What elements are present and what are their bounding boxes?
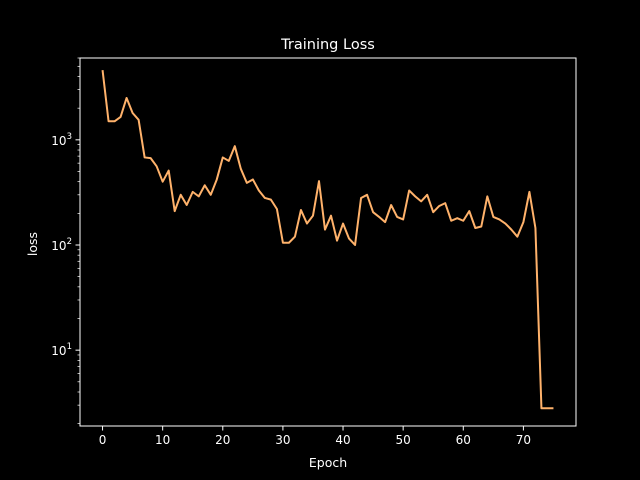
series-layer: [101, 70, 554, 410]
x-tick-label: 40: [335, 433, 350, 447]
y-axis: 101 102 103: [51, 57, 80, 425]
x-tick-label: 50: [396, 433, 411, 447]
loss-series-line: [101, 70, 554, 410]
x-tick-label: 0: [99, 433, 107, 447]
y-axis-label: loss: [25, 232, 40, 256]
x-axis-label: Epoch: [309, 455, 347, 470]
x-tick-label: 30: [275, 433, 290, 447]
x-tick-label: 10: [155, 433, 170, 447]
y-tick-label: 101: [51, 342, 72, 358]
y-tick-label: 102: [51, 237, 72, 253]
plot-area-frame: [79, 57, 577, 427]
y-tick-label: 103: [51, 132, 72, 148]
x-axis: 0 10 20 30 40 50 60 70: [99, 426, 531, 447]
x-tick-label: 70: [516, 433, 531, 447]
chart-title: Training Loss: [280, 37, 375, 53]
x-tick-label: 20: [215, 433, 230, 447]
x-tick-label: 60: [456, 433, 471, 447]
